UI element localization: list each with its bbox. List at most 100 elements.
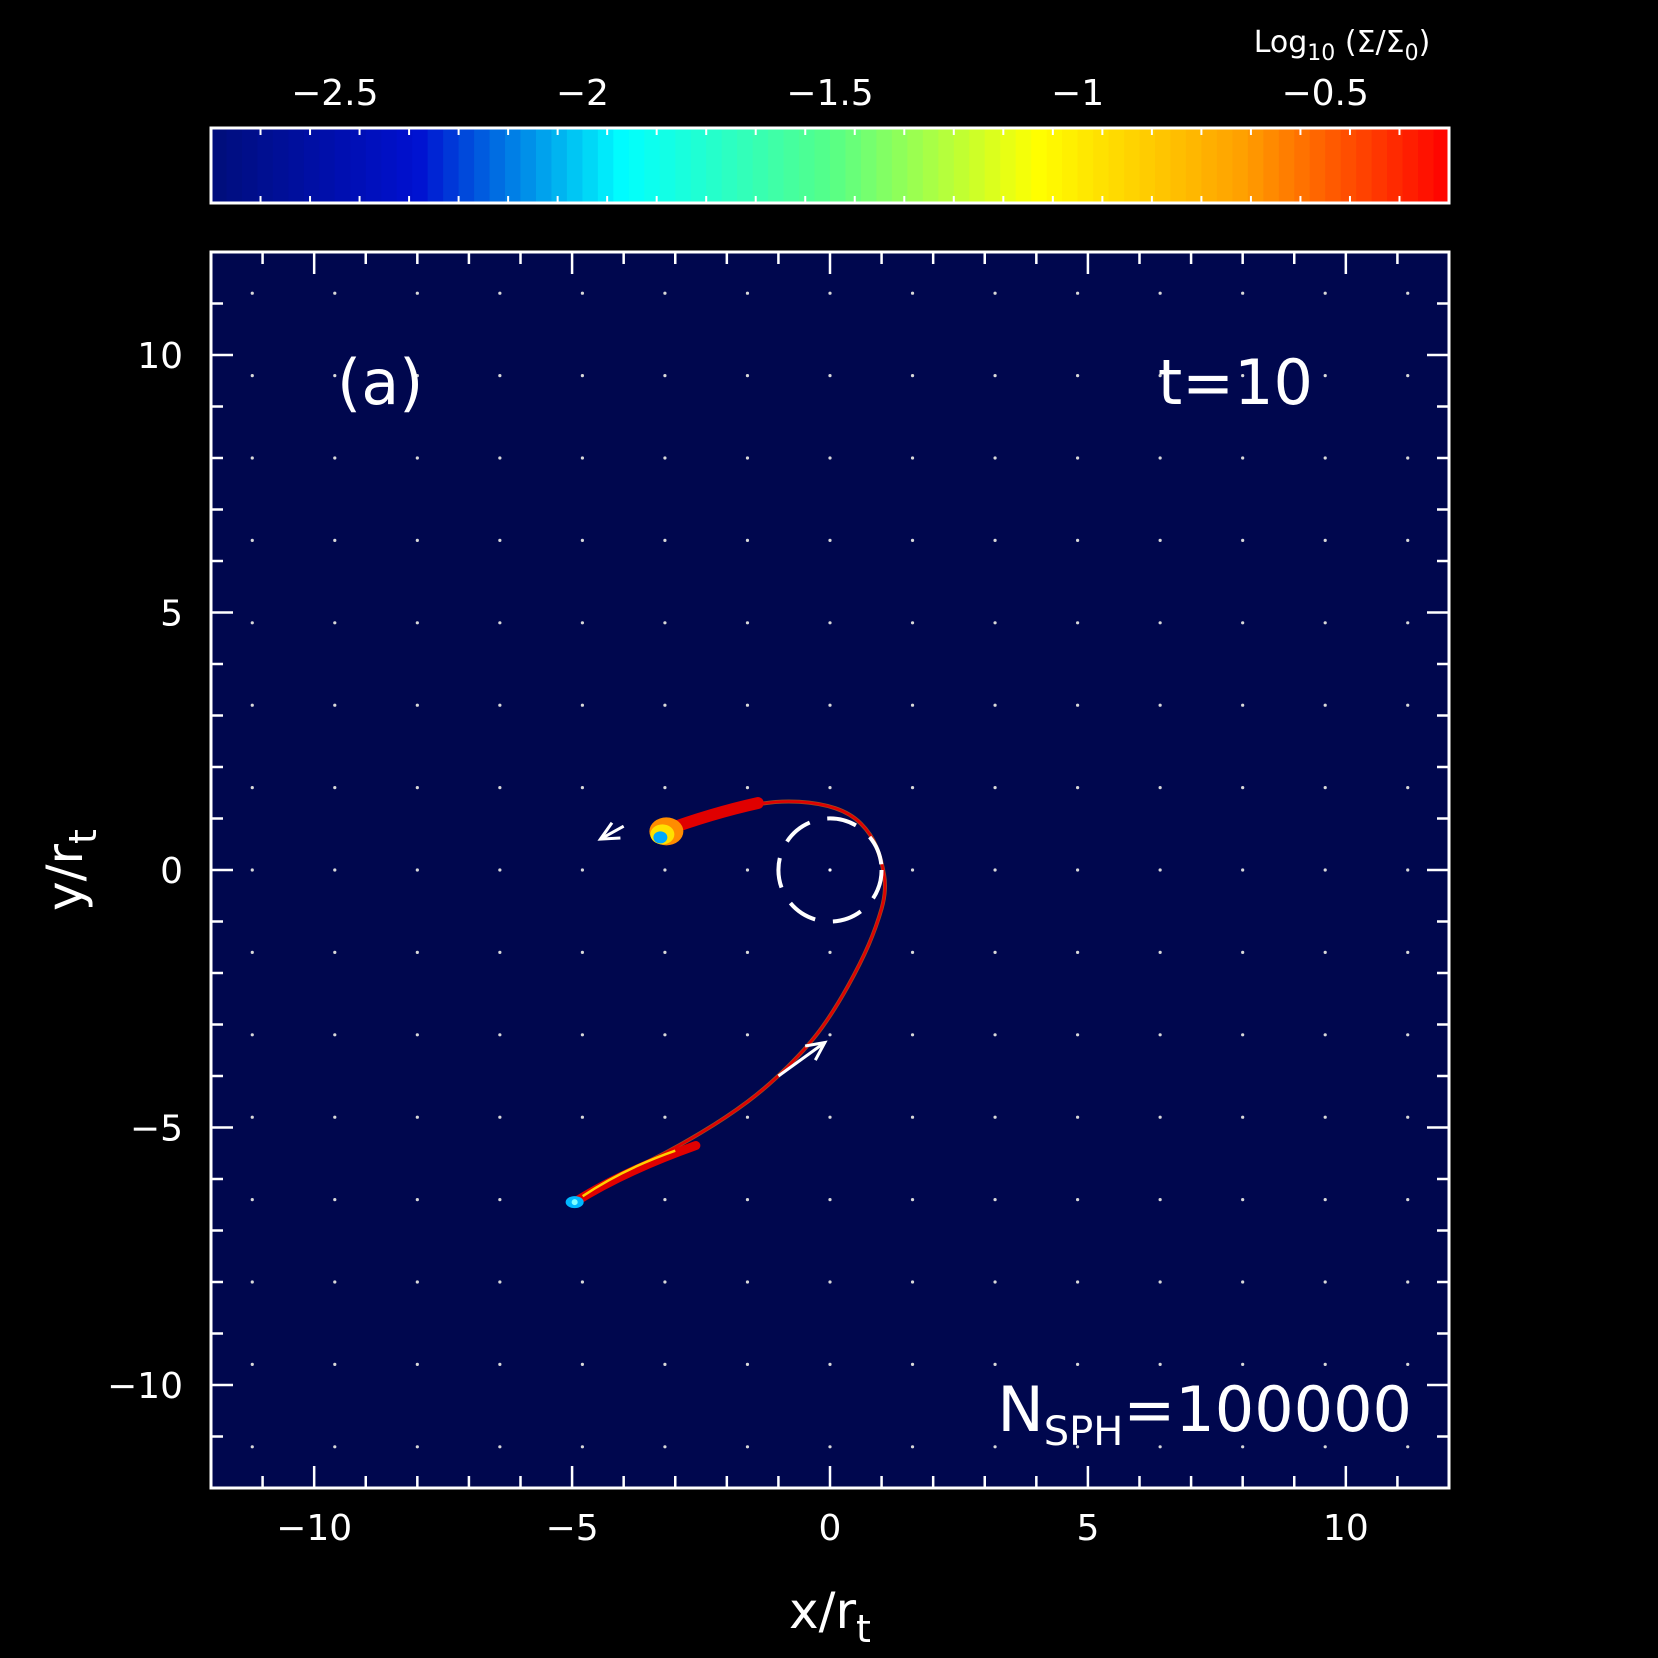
grid-dot [910, 538, 915, 543]
grid-dot [250, 538, 254, 543]
grid-dot [910, 1280, 915, 1284]
stream-head-inner [653, 831, 668, 844]
grid-dot [745, 456, 750, 460]
grid-dot [1158, 456, 1162, 460]
colorbar-step [272, 128, 289, 203]
grid-dot [498, 1033, 502, 1037]
colorbar-step [922, 128, 939, 203]
colorbar-step [1046, 128, 1063, 203]
grid-dot [1406, 1445, 1410, 1449]
grid-dot [828, 950, 832, 955]
grid-dot [1076, 1362, 1080, 1366]
colorbar-step [737, 128, 754, 203]
grid-dot [1158, 786, 1162, 790]
colorbar-step [1077, 128, 1094, 203]
colorbar-step [1371, 128, 1388, 203]
grid-dot [1158, 621, 1162, 625]
grid-dot [498, 1280, 502, 1284]
grid-dot [745, 538, 750, 543]
colorbar-step [845, 128, 862, 203]
colorbar-step [1356, 128, 1373, 203]
colorbar-step [1170, 128, 1187, 203]
grid-dot [1406, 1362, 1410, 1366]
grid-dot [1323, 1280, 1327, 1284]
grid-dot [993, 374, 997, 378]
grid-dot [1076, 786, 1080, 790]
grid-dot [333, 1198, 337, 1202]
colorbar-step [1139, 128, 1156, 203]
grid-dot [415, 1280, 419, 1284]
grid-dot [993, 291, 997, 295]
grid-dot [828, 1280, 832, 1284]
grid-dot [910, 950, 915, 955]
grid-dot [415, 1033, 419, 1037]
grid-dot [993, 1280, 997, 1284]
grid-dot [1241, 703, 1245, 707]
colorbar-tick-label: −1.5 [786, 73, 873, 114]
grid-dot [498, 868, 502, 872]
colorbar-step [721, 128, 738, 203]
grid-dot [580, 456, 585, 460]
grid-dot [1076, 291, 1080, 295]
x-axis-title: x/rt [789, 1582, 871, 1651]
grid-dot [663, 1115, 667, 1119]
grid-dot [993, 950, 997, 955]
particle-count-sub: SPH [1044, 1409, 1124, 1455]
grid-dot [1076, 1280, 1080, 1284]
panel-label: (a) [337, 346, 423, 419]
colorbar: Log10 (Σ/Σ0) −2.5 −2 −1.5 −1 −0.5 [209, 25, 1451, 205]
stream-path [571, 800, 887, 1206]
y-tick-label: −10 [107, 1366, 183, 1407]
grid-dot [1076, 374, 1080, 378]
grid-dot [745, 1115, 750, 1119]
y-tick-label: 5 [160, 594, 183, 635]
grid-dot [1076, 1445, 1080, 1449]
grid-dot [250, 786, 254, 790]
grid-dot [1406, 374, 1410, 378]
colorbar-tick-labels: −2.5 −2 −1.5 −1 −0.5 [291, 73, 1369, 114]
grid-dot [333, 1445, 337, 1449]
grid-dot [828, 703, 832, 707]
grid-dot [910, 291, 915, 295]
grid-dot [1323, 786, 1327, 790]
grid-dot [1158, 1198, 1162, 1202]
plot-frame [209, 250, 1451, 1490]
grid-dot [745, 374, 750, 378]
grid-dot [745, 1280, 750, 1284]
grid-dot [910, 868, 915, 872]
grid-dot [1158, 291, 1162, 295]
grid-dot [498, 1445, 502, 1449]
colorbar-step [1294, 128, 1311, 203]
colorbar-step [891, 128, 908, 203]
colorbar-step [1124, 128, 1141, 203]
grid-dot [663, 950, 667, 955]
x-tick-label: −5 [546, 1508, 599, 1549]
colorbar-step [1309, 128, 1326, 203]
grid-dot [1406, 456, 1410, 460]
grid-dot [1241, 1033, 1245, 1037]
grid-dot [1241, 1198, 1245, 1202]
grid-dot [1406, 1280, 1410, 1284]
grid-dot [333, 1115, 337, 1119]
colorbar-step [365, 128, 382, 203]
tidal-radius-circle [776, 816, 884, 924]
colorbar-step [443, 128, 460, 203]
grid-dot [1158, 950, 1162, 955]
colorbar-step [752, 128, 769, 203]
x-axis-title-main: x/r [789, 1582, 856, 1640]
y-tick-label: 0 [160, 851, 183, 892]
colorbar-step [319, 128, 336, 203]
x-tick-labels: −10 −5 0 5 10 [276, 1508, 1369, 1549]
grid-dot [250, 291, 254, 295]
stream-tail-core [581, 1149, 676, 1198]
grid-dot [1158, 374, 1162, 378]
colorbar-step [412, 128, 429, 203]
grid-dot [415, 1115, 419, 1119]
colorbar-step [613, 128, 630, 203]
colorbar-step [520, 128, 537, 203]
colorbar-step [953, 128, 970, 203]
arrow-shaft [599, 824, 625, 841]
grid-dot [250, 868, 254, 872]
colorbar-step [984, 128, 1001, 203]
